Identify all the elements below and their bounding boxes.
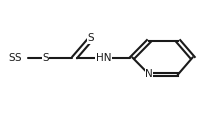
Text: S: S [8, 53, 15, 63]
Text: HN: HN [95, 53, 111, 63]
Text: S: S [42, 53, 49, 63]
Text: S: S [14, 53, 21, 63]
Text: S: S [87, 33, 94, 43]
Text: S: S [13, 53, 20, 63]
Text: N: N [144, 69, 152, 79]
